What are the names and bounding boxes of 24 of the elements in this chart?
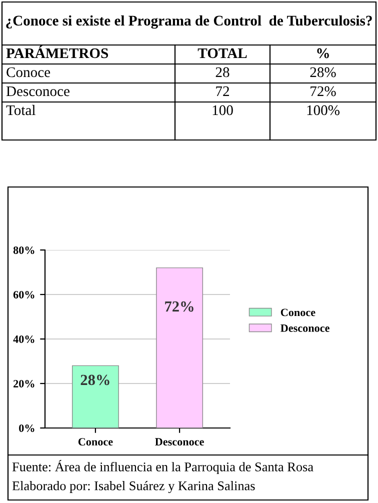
- text: Desconoce: [6, 86, 70, 96]
- text: %: [317, 48, 329, 58]
- text: Total: [6, 104, 36, 116]
- text: 100: [212, 105, 233, 116]
- y-tick-label: 20%: [14, 380, 34, 388]
- text: TOTAL: [198, 48, 247, 58]
- text: PARÁMETROS: [6, 46, 108, 58]
- text: 72%: [310, 86, 336, 96]
- y-tick-label: 0%: [19, 424, 34, 432]
- text: 72: [216, 86, 229, 96]
- text: 28: [216, 67, 230, 78]
- data-label: 28%: [80, 374, 110, 386]
- text: 28%: [310, 67, 336, 78]
- text: Elaborado por: Isabel Suárez y Karina Salinas: [12, 480, 255, 494]
- y-tick-label: 40%: [13, 335, 34, 343]
- y-tick-label: 80%: [13, 246, 34, 254]
- text: Conoce: [6, 67, 50, 78]
- legend-label: Conoce: [280, 308, 316, 316]
- data-label: 72%: [165, 301, 194, 312]
- text: 100%: [307, 105, 340, 116]
- y-tick-label: 60%: [13, 290, 34, 298]
- chart-title: ¿Conoce si existe el Programa de Control de Tuberculosis?: [6, 15, 372, 29]
- legend-label: Desconoce: [280, 324, 330, 332]
- source-note: Fuente: Área de influencia en la Parroquia de Santa Rosa: [12, 460, 314, 474]
